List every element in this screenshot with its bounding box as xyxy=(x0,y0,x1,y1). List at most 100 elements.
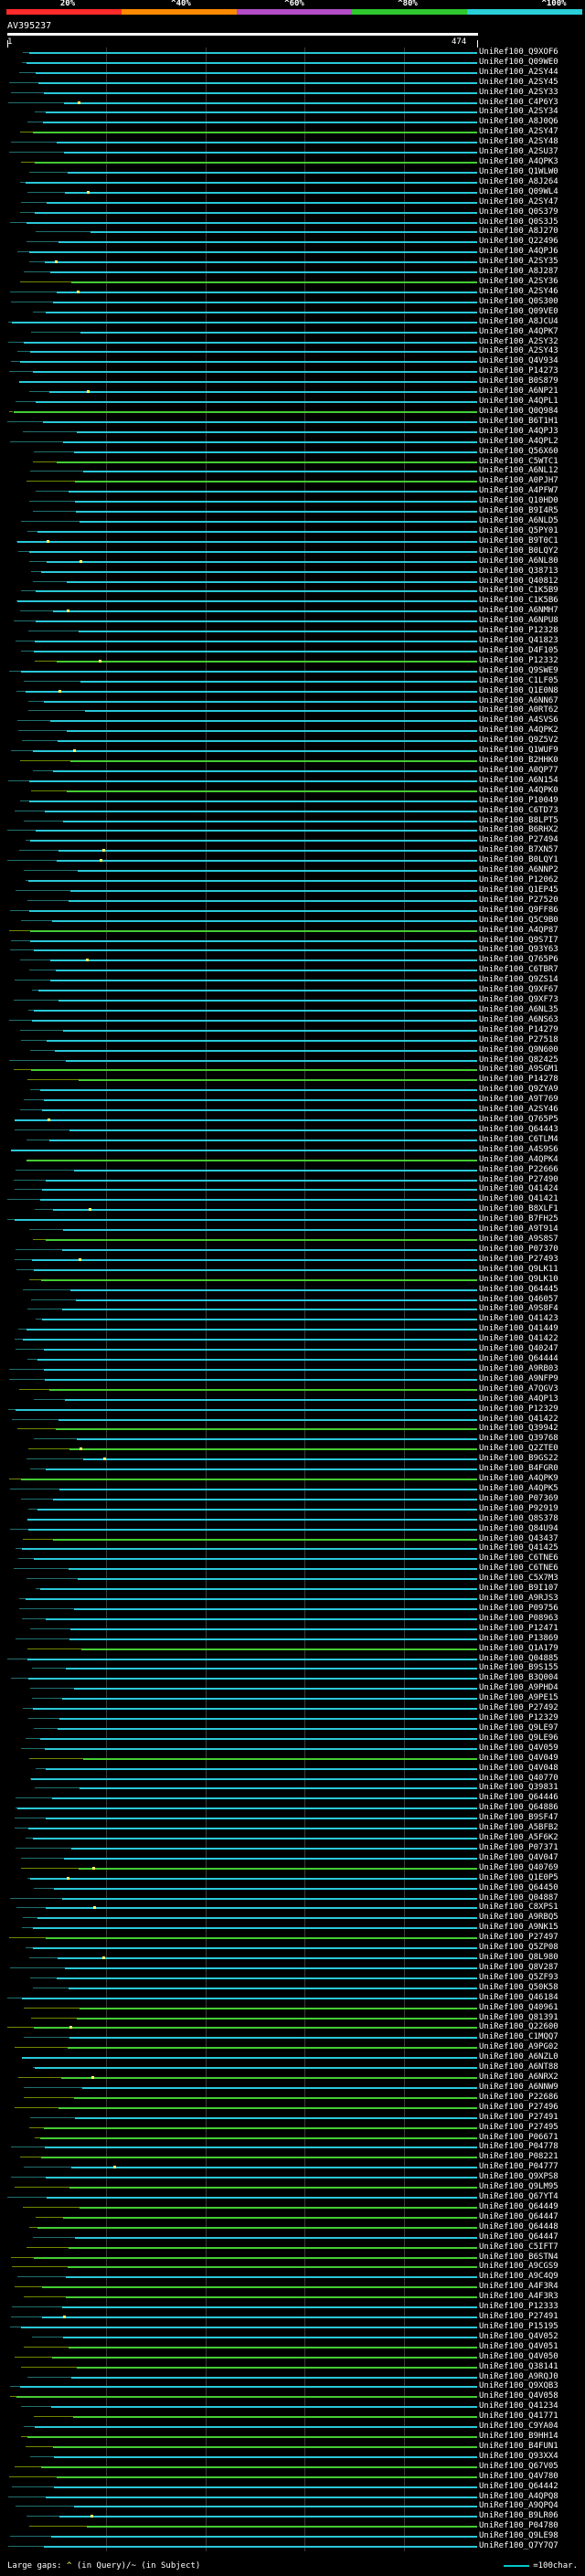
hit-row[interactable]: UniRef100_C9YA04 xyxy=(0,2422,585,2432)
hit-id-label[interactable]: UniRef100_Q8S378 xyxy=(479,1513,558,1523)
hit-id-label[interactable]: UniRef100_C6TBR7 xyxy=(479,965,558,975)
hit-id-label[interactable]: UniRef100_A0RT62 xyxy=(479,705,558,716)
hit-row[interactable]: UniRef100_Q38141 xyxy=(0,2362,585,2372)
hit-id-label[interactable]: UniRef100_A9RB03 xyxy=(479,1363,558,1373)
hit-row[interactable]: UniRef100_A4QPQ8 xyxy=(0,2492,585,2502)
hit-id-label[interactable]: UniRef100_P10049 xyxy=(479,795,558,805)
hit-row[interactable]: UniRef100_P07371 xyxy=(0,1843,585,1853)
hit-id-label[interactable]: UniRef100_A0QP77 xyxy=(479,765,558,775)
hit-row[interactable]: UniRef100_A6NS63 xyxy=(0,1015,585,1025)
hit-row[interactable]: UniRef100_B9I4R5 xyxy=(0,506,585,516)
hit-row[interactable]: UniRef100_B0S879 xyxy=(0,376,585,387)
hit-id-label[interactable]: UniRef100_P12332 xyxy=(479,655,558,665)
hit-row[interactable]: UniRef100_B3Q004 xyxy=(0,1673,585,1683)
hit-id-label[interactable]: UniRef100_P07369 xyxy=(479,1493,558,1503)
hit-id-label[interactable]: UniRef100_Q46184 xyxy=(479,1992,558,2002)
hit-row[interactable]: UniRef100_Q9LE98 xyxy=(0,2531,585,2541)
hit-id-label[interactable]: UniRef100_Q9LE98 xyxy=(479,2531,558,2541)
hit-id-label[interactable]: UniRef100_A9T914 xyxy=(479,1224,558,1235)
hit-id-label[interactable]: UniRef100_C5IFT7 xyxy=(479,2242,558,2252)
hit-row[interactable]: UniRef100_A6NRX2 xyxy=(0,2072,585,2083)
hit-id-label[interactable]: UniRef100_A4QPJ6 xyxy=(479,247,558,257)
hit-row[interactable]: UniRef100_Q09VE0 xyxy=(0,307,585,317)
hit-row[interactable]: UniRef100_A4QPL1 xyxy=(0,397,585,407)
hit-row[interactable]: UniRef100_Q0S300 xyxy=(0,297,585,307)
hit-row[interactable]: UniRef100_P12333 xyxy=(0,2302,585,2312)
hit-row[interactable]: UniRef100_Q64444 xyxy=(0,1354,585,1364)
hit-row[interactable]: UniRef100_A6NL35 xyxy=(0,1005,585,1015)
hit-id-label[interactable]: UniRef100_Q50K58 xyxy=(479,1982,558,1992)
hit-row[interactable]: UniRef100_C6TBR7 xyxy=(0,965,585,975)
hit-row[interactable]: UniRef100_A9CGS9 xyxy=(0,2262,585,2272)
hit-id-label[interactable]: UniRef100_Q41423 xyxy=(479,1314,558,1324)
hit-row[interactable]: UniRef100_A8J270 xyxy=(0,227,585,237)
hit-row[interactable]: UniRef100_Q93XX4 xyxy=(0,2452,585,2462)
hit-row[interactable]: UniRef100_Q67YT4 xyxy=(0,2192,585,2202)
hit-row[interactable]: UniRef100_Q9ZS14 xyxy=(0,975,585,985)
hit-row[interactable]: UniRef100_A0QP77 xyxy=(0,766,585,776)
hit-row[interactable]: UniRef100_A9RJS3 xyxy=(0,1594,585,1604)
hit-id-label[interactable]: UniRef100_A9RJS3 xyxy=(479,1594,558,1604)
hit-row[interactable]: UniRef100_B4FGR0 xyxy=(0,1464,585,1474)
hit-row[interactable]: UniRef100_A2SY45 xyxy=(0,78,585,88)
hit-id-label[interactable]: UniRef100_A4QPJ3 xyxy=(479,426,558,436)
hit-row[interactable]: UniRef100_A9RB03 xyxy=(0,1364,585,1374)
hit-id-label[interactable]: UniRef100_Q5C9B0 xyxy=(479,915,558,925)
hit-id-label[interactable]: UniRef100_B6STN4 xyxy=(479,2252,558,2262)
hit-id-label[interactable]: UniRef100_C6TNE6 xyxy=(479,1564,558,1574)
hit-row[interactable]: UniRef100_Q4V780 xyxy=(0,2472,585,2482)
hit-id-label[interactable]: UniRef100_A9RBQ5 xyxy=(479,1913,558,1923)
hit-row[interactable]: UniRef100_B7FH25 xyxy=(0,1214,585,1224)
hit-id-label[interactable]: UniRef100_A6NL80 xyxy=(479,556,558,566)
hit-id-label[interactable]: UniRef100_A0PJH7 xyxy=(479,476,558,486)
hit-id-label[interactable]: UniRef100_A4S9S6 xyxy=(479,1144,558,1154)
hit-id-label[interactable]: UniRef100_Q4V048 xyxy=(479,1763,558,1773)
hit-id-label[interactable]: UniRef100_Q8L980 xyxy=(479,1953,558,1963)
hit-id-label[interactable]: UniRef100_C5WTC1 xyxy=(479,456,558,466)
hit-row[interactable]: UniRef100_A4SVS6 xyxy=(0,716,585,726)
hit-row[interactable]: UniRef100_A2SU37 xyxy=(0,147,585,157)
hit-id-label[interactable]: UniRef100_Q40812 xyxy=(479,576,558,586)
hit-row[interactable]: UniRef100_Q4V050 xyxy=(0,2352,585,2362)
hit-id-label[interactable]: UniRef100_A4QP13 xyxy=(479,1394,558,1404)
hit-id-label[interactable]: UniRef100_Q7Y7Q7 xyxy=(479,2541,558,2551)
hit-row[interactable]: UniRef100_A9C4Q9 xyxy=(0,2272,585,2282)
hit-row[interactable]: UniRef100_A4QPK4 xyxy=(0,1155,585,1165)
hit-row[interactable]: UniRef100_B6T1H1 xyxy=(0,417,585,427)
hit-id-label[interactable]: UniRef100_P08221 xyxy=(479,2152,558,2162)
hit-row[interactable]: UniRef100_A6N154 xyxy=(0,776,585,786)
hit-row[interactable]: UniRef100_Q41422 xyxy=(0,1415,585,1425)
hit-row[interactable]: UniRef100_B9LR06 xyxy=(0,2511,585,2521)
hit-row[interactable]: UniRef100_C1K5B6 xyxy=(0,596,585,606)
hit-row[interactable]: UniRef100_Q41421 xyxy=(0,1194,585,1204)
hit-id-label[interactable]: UniRef100_A4QPK5 xyxy=(479,1483,558,1493)
hit-row[interactable]: UniRef100_A0PJH7 xyxy=(0,476,585,486)
hit-row[interactable]: UniRef100_A2SY32 xyxy=(0,337,585,347)
hit-row[interactable]: UniRef100_P12332 xyxy=(0,656,585,666)
hit-row[interactable]: UniRef100_Q41424 xyxy=(0,1184,585,1194)
hit-row[interactable]: UniRef100_Q4V047 xyxy=(0,1853,585,1863)
hit-row[interactable]: UniRef100_Q40247 xyxy=(0,1344,585,1354)
hit-id-label[interactable]: UniRef100_Q1EP45 xyxy=(479,885,558,895)
hit-row[interactable]: UniRef100_A9T914 xyxy=(0,1224,585,1235)
hit-id-label[interactable]: UniRef100_A6NS63 xyxy=(479,1014,558,1024)
hit-id-label[interactable]: UniRef100_Q64442 xyxy=(479,2481,558,2491)
hit-row[interactable]: UniRef100_Q9LK11 xyxy=(0,1265,585,1275)
hit-id-label[interactable]: UniRef100_A2SY44 xyxy=(479,67,558,77)
hit-id-label[interactable]: UniRef100_Q1E0N8 xyxy=(479,685,558,695)
hit-row[interactable]: UniRef100_A4PFW7 xyxy=(0,486,585,496)
hit-id-label[interactable]: UniRef100_Q9FF86 xyxy=(479,905,558,915)
hit-row[interactable]: UniRef100_A2SY48 xyxy=(0,137,585,147)
hit-id-label[interactable]: UniRef100_Q9S7I7 xyxy=(479,935,558,945)
hit-id-label[interactable]: UniRef100_Q4V052 xyxy=(479,2331,558,2341)
hit-id-label[interactable]: UniRef100_Q10HD0 xyxy=(479,496,558,506)
hit-row[interactable]: UniRef100_A6NZL0 xyxy=(0,2052,585,2062)
hit-row[interactable]: UniRef100_A9NK15 xyxy=(0,1923,585,1933)
hit-id-label[interactable]: UniRef100_A9S8F4 xyxy=(479,1304,558,1314)
hit-row[interactable]: UniRef100_A6NNP2 xyxy=(0,865,585,875)
hit-id-label[interactable]: UniRef100_P12329 xyxy=(479,1713,558,1723)
hit-row[interactable]: UniRef100_Q5ZP08 xyxy=(0,1943,585,1953)
hit-row[interactable]: UniRef100_A9RQJ0 xyxy=(0,2372,585,2382)
hit-id-label[interactable]: UniRef100_P04778 xyxy=(479,2142,558,2152)
hit-id-label[interactable]: UniRef100_C1MQQ7 xyxy=(479,2032,558,2042)
